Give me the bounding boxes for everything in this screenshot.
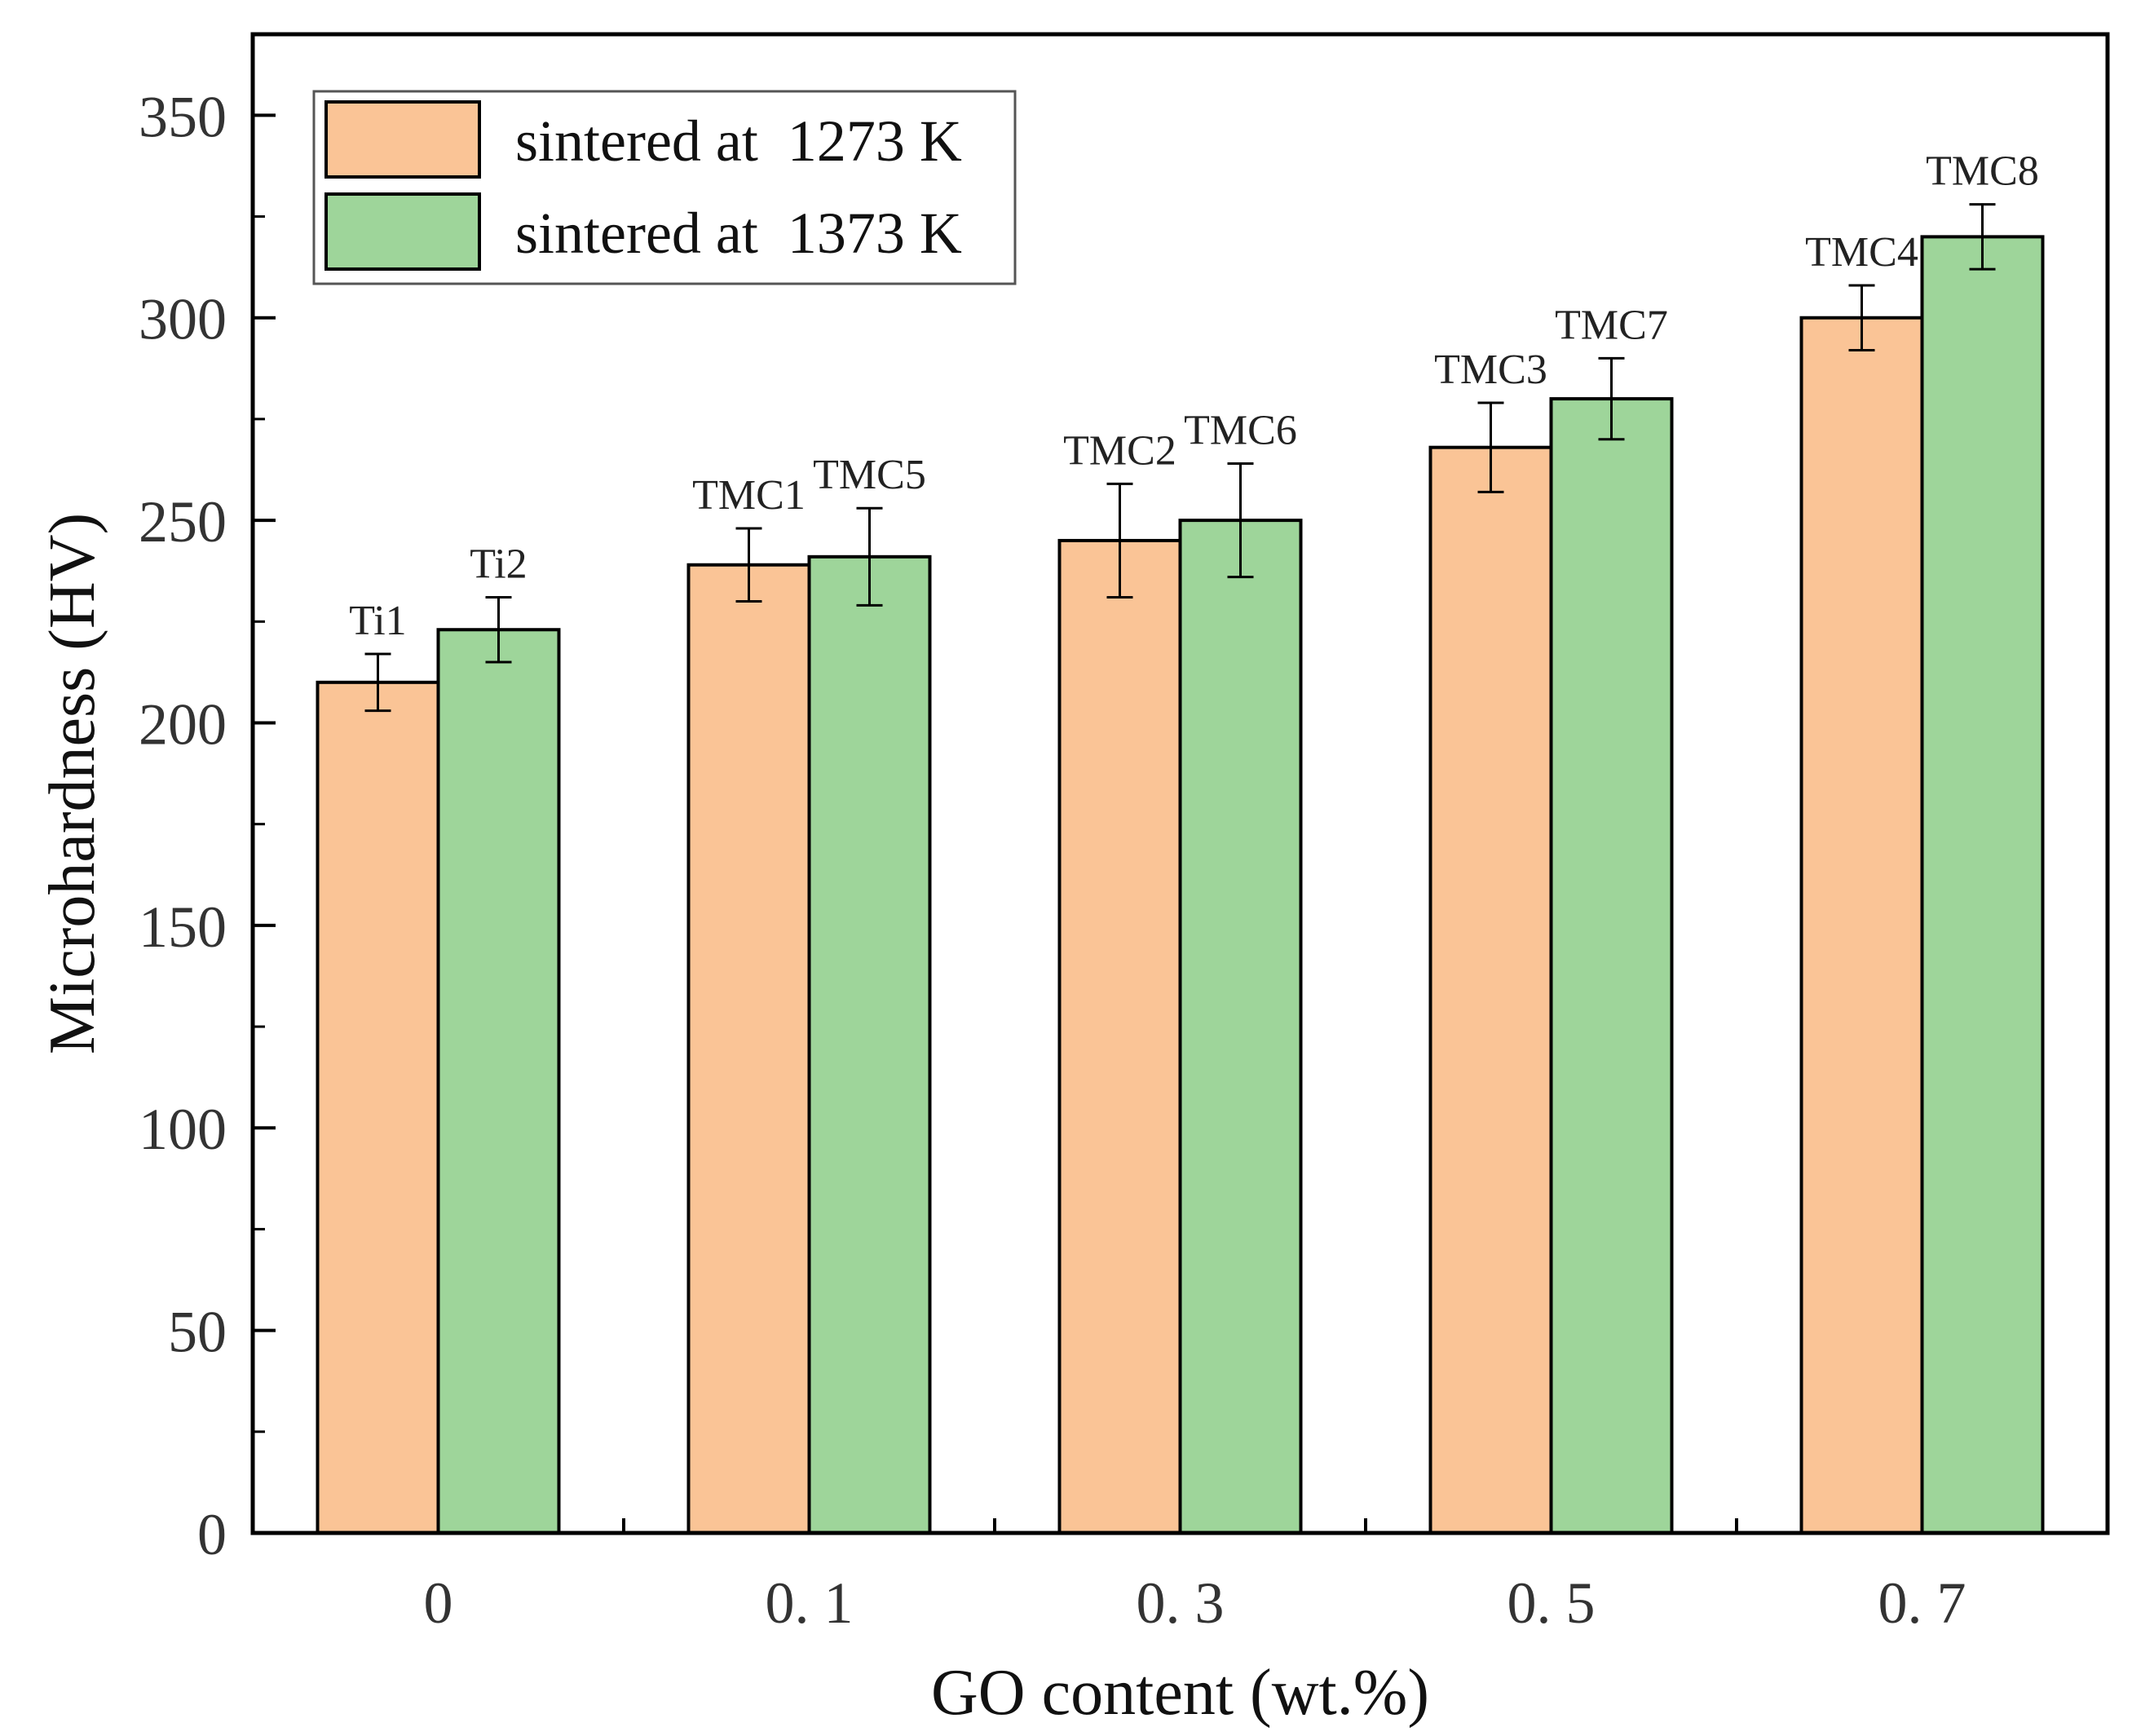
x-axis-title: GO content (wt.%) — [931, 1657, 1429, 1729]
y-tick-label: 250 — [139, 489, 227, 554]
bar — [316, 680, 440, 1535]
x-tick-label: 0 — [424, 1570, 453, 1636]
bar-data-label: Ti1 — [349, 598, 406, 644]
x-tick-label: 0. 1 — [766, 1570, 854, 1636]
y-axis-title: Microhardness (HV) — [37, 513, 108, 1054]
bar-data-label: TMC4 — [1805, 229, 1918, 276]
x-tick-label: 0. 5 — [1507, 1570, 1596, 1636]
y-tick-label: 0 — [197, 1502, 227, 1567]
bar-data-label: TMC7 — [1555, 302, 1668, 348]
bar — [686, 563, 811, 1535]
bar — [1178, 519, 1303, 1535]
bar-data-label: Ti2 — [470, 541, 527, 587]
bar-labels-layer: Ti1 TMC1 TMC2 TMC3 TMC4 Ti2 TMC5 TMC6 TMC7 TMC8 — [349, 148, 2039, 644]
bar — [1549, 397, 1674, 1535]
y-tick-label: 350 — [139, 84, 227, 149]
x-axis-ticks: 0 0. 1 0. 3 0. 5 0. 7 — [424, 1518, 1966, 1636]
bar — [1057, 538, 1182, 1535]
bar — [1799, 316, 1924, 1535]
y-tick-label: 200 — [139, 691, 227, 757]
y-tick-label: 100 — [139, 1097, 227, 1162]
y-tick-label: 50 — [168, 1300, 227, 1365]
bar — [1428, 445, 1553, 1535]
x-tick-label: 0. 3 — [1137, 1570, 1225, 1636]
y-tick-label: 300 — [139, 287, 227, 352]
legend: sintered at 1273 K sintered at 1373 K — [312, 90, 1017, 285]
bar-data-label: TMC3 — [1434, 347, 1547, 393]
bar-data-label: TMC2 — [1063, 427, 1176, 474]
bar-data-label: TMC8 — [1926, 148, 2039, 195]
legend-label-1373k: sintered at 1373 K — [515, 201, 962, 266]
bars-layer — [316, 235, 2045, 1535]
bar-data-label: TMC6 — [1184, 408, 1297, 454]
bar-data-label: TMC1 — [692, 472, 806, 519]
bar — [807, 554, 932, 1535]
x-tick-label: 0. 7 — [1878, 1570, 1966, 1636]
y-axis-ticks: 0 50 100 150 200 250 300 350 — [139, 84, 276, 1567]
legend-swatch-1273k — [324, 100, 481, 179]
y-tick-label: 150 — [139, 895, 227, 960]
legend-label-1273k: sintered at 1273 K — [515, 108, 962, 174]
error-bars-layer — [364, 203, 1996, 713]
bar-data-label: TMC5 — [813, 452, 926, 498]
plot-frame — [250, 32, 2110, 1535]
bar — [436, 628, 561, 1535]
bar — [1920, 235, 2045, 1535]
legend-swatch-1373k — [324, 192, 481, 271]
